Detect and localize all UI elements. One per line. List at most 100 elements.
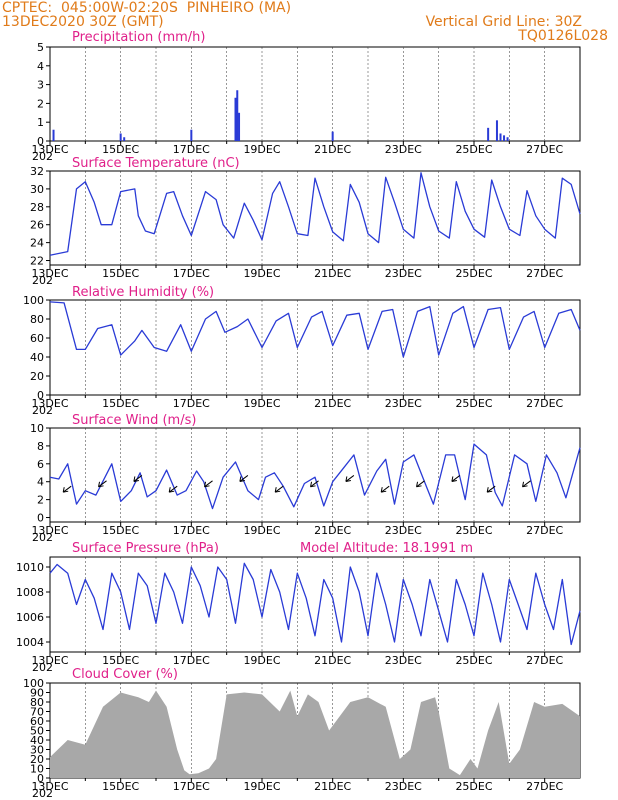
panel-1-ytick-label: 22 [30,255,44,268]
panel-3-xtick-label: 15DEC [102,524,139,537]
panel-2-xtick-label: 27DEC [526,397,563,410]
panel-1-xtick-label: 25DEC [455,267,492,280]
panel-3-xtick-label: 27DEC [526,524,563,537]
panel-5-ytick-label: 40 [30,734,44,747]
precip-bar [236,90,239,141]
arrow-icon [345,475,355,482]
panel-5-ytick-label: 10 [30,763,44,776]
panel-0-xtick-label: 13DEC [31,143,68,156]
panel-2-ytick-label: 60 [30,332,44,345]
panel-1-xtick-label: 19DEC [243,267,280,280]
panel-5-ytick-label: 100 [23,677,44,690]
header-run: 13DEC2020 30Z (GMT) [2,14,164,30]
panel-4-xtick-label: 17DEC [173,654,210,667]
panel-0-frame [49,46,581,142]
precip-bar [487,127,490,141]
panel-0-year-stub: 202 [32,150,53,163]
panel-0-ytick-label: 5 [37,41,44,54]
arrow-head-icon [451,476,457,482]
arrow-icon [133,475,143,482]
precip-bar [52,129,55,141]
arrow-head-icon [416,481,422,488]
panel-3-ytick-label: 2 [37,494,44,507]
arrow-icon [62,485,72,493]
panel-5-ytick-label: 20 [30,753,44,766]
panel-1-xtick-label: 21DEC [314,267,351,280]
panel-5-ytick-label: 0 [37,772,44,785]
panel-1-xtick-label: 23DEC [385,267,422,280]
arrow-head-icon [133,476,139,482]
panel-2-ytick-label: 20 [30,370,44,383]
arrow-head-icon [380,487,387,493]
panel-3-ytick-label: 10 [30,422,44,435]
panel-3-year-stub: 202 [32,531,53,544]
panel-5-ytick-label: 60 [30,715,44,728]
panel-5-xtick-label: 15DEC [102,780,139,793]
panel-5-title: Cloud Cover (%) [72,667,178,682]
panel-2-frame [49,299,581,396]
arrow-icon [310,480,319,488]
panel-4-xtick-label: 19DEC [243,654,280,667]
panel-4-xtick-label: 25DEC [455,654,492,667]
panel-2-ytick-label: 100 [23,294,44,307]
panel-5-xtick-label: 17DEC [173,780,210,793]
precip-bar [190,129,193,141]
precip-bar [495,120,498,141]
panel-3-frame [49,427,581,523]
panel-5-xtick-label: 23DEC [385,780,422,793]
panel-4-xtick-label: 21DEC [314,654,351,667]
panel-3-ytick-label: 6 [37,458,44,471]
panel-0-xtick-label: 17DEC [173,143,210,156]
panel-0-xtick-label: 15DEC [102,143,139,156]
arrow-icon [522,480,531,488]
precip-bar [119,133,122,141]
arrow-icon [239,475,249,482]
panel-3-xtick-label: 17DEC [173,524,210,537]
panel-5-ytick-label: 90 [30,687,44,700]
arrow-head-icon [345,476,351,482]
arrow-head-icon [239,476,245,482]
panel-2-xtick-label: 21DEC [314,397,351,410]
precip-bar [499,133,502,141]
panel-2-ytick-label: 40 [30,351,44,364]
panel-2-xtick-label: 17DEC [173,397,210,410]
panel-4-year-stub: 202 [32,661,53,674]
panel-2-ytick-label: 80 [30,313,44,326]
panel-3-ytick-label: 8 [37,440,44,453]
panel-4-xtick-label: 13DEC [31,654,68,667]
arrow-icon [380,485,390,493]
header-place: PINHEIRO (MA) [186,0,292,16]
panel-1-ytick-label: 26 [30,219,44,232]
panel-1-ytick-label: 28 [30,201,44,214]
panel-3-xtick-label: 21DEC [314,524,351,537]
panel-5-year-stub: 202 [32,787,53,800]
precip-bar [238,112,241,141]
panel-4-ytick-label: 1006 [16,611,44,624]
panel-5-ytick-label: 80 [30,696,44,709]
panel-3-ytick-label: 0 [37,512,44,525]
panel-2-title: Relative Humidity (%) [72,285,214,300]
panel-1-ytick-label: 30 [30,183,44,196]
arrow-head-icon [310,481,316,488]
arrow-head-icon [62,487,69,493]
panel-1-frame [49,170,581,266]
panel-3-xtick-label: 19DEC [243,524,280,537]
header-location: 045:00W-02:20S [61,0,178,16]
panel-4-subtitle: Model Altitude: 18.1991 m [300,541,473,556]
arrow-head-icon [486,487,493,493]
panel-5-xtick-label: 25DEC [455,780,492,793]
arrow-head-icon [522,481,528,488]
panel-1-year-stub: 202 [32,274,53,287]
panel-1-ytick-label: 24 [30,237,44,250]
arrow-icon [274,485,284,493]
arrow-head-icon [98,481,104,488]
panel-2-year-stub: 202 [32,404,53,417]
panel-4-ytick-label: 1008 [16,586,44,599]
panel-0-ytick-label: 2 [37,97,44,110]
panel-5-xtick-label: 13DEC [31,780,68,793]
panel-5-xtick-label: 21DEC [314,780,351,793]
arrow-head-icon [168,487,175,493]
panel-2-xtick-label: 23DEC [385,397,422,410]
precip-bar [331,131,334,141]
panel-0-title: Precipitation (mm/h) [72,30,205,45]
